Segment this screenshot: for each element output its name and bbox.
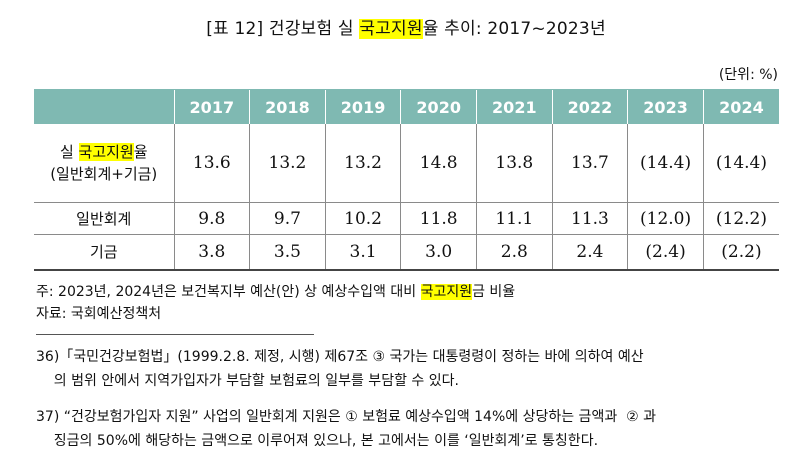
- table-cell: (14.4): [702, 124, 779, 203]
- row-label-prefix: 실: [59, 143, 79, 161]
- row-label: 기금: [34, 234, 174, 271]
- table-title-highlight: 국고지원: [359, 19, 423, 39]
- data-table: 2017 2018 2019 2020 2021 2022 2023 2024 …: [34, 89, 779, 271]
- table-cell: 3.8: [173, 234, 250, 271]
- row-label-suffix: 율: [133, 143, 148, 161]
- header-year: 2024: [702, 89, 779, 124]
- table-cell: 13.8: [476, 124, 553, 203]
- header-year: 2017: [173, 89, 250, 124]
- row-label-highlight: 국고지원: [78, 143, 134, 161]
- table-cell: 13.2: [324, 124, 401, 203]
- table-cell: 14.8: [400, 124, 477, 203]
- header-year: 2023: [627, 89, 704, 124]
- table-cell: 2.4: [551, 234, 628, 271]
- footnote-36: 36)「국민건강보험법」(1999.2.8. 제정, 시행) 제67조 ③ 국가…: [36, 345, 796, 393]
- table-cell: 13.6: [173, 124, 250, 203]
- table-row: 실 국고지원율 (일반회계+기금) 13.6 13.2 13.2 14.8 13…: [34, 124, 779, 203]
- footnote-line: 36)「국민건강보험법」(1999.2.8. 제정, 시행) 제67조 ③ 국가…: [36, 349, 644, 365]
- table-cell: (12.2): [702, 202, 779, 235]
- table-row: 기금 3.8 3.5 3.1 3.0 2.8 2.4 (2.4) (2.2): [34, 234, 779, 271]
- footnote-line: 의 범위 안에서 지역가입자가 부담할 보험료의 일부를 부담할 수 있다.: [36, 373, 459, 389]
- table-title-suffix: 율 추이: 2017~2023년: [422, 19, 606, 39]
- table-cell: 3.5: [249, 234, 326, 271]
- footnote-line: 37) “건강보험가입자 지원” 사업의 일반회계 지원은 ① 보험료 예상수입…: [36, 409, 656, 425]
- header-year: 2022: [551, 89, 628, 124]
- row-label: 실 국고지원율 (일반회계+기금): [34, 124, 174, 203]
- table-cell: (2.4): [627, 234, 704, 271]
- table-title: [표 12] 건강보험 실 국고지원율 추이: 2017~2023년: [0, 14, 812, 39]
- table-cell: (14.4): [627, 124, 704, 203]
- table-note-highlight: 국고지원: [420, 284, 473, 300]
- table-cell: 3.1: [324, 234, 401, 271]
- footnote-line: 징금의 50%에 해당하는 금액으로 이루어져 있으나, 본 고에서는 이를 ‘…: [36, 433, 599, 449]
- table-cell: 9.8: [173, 202, 250, 235]
- table-cell: 13.2: [249, 124, 326, 203]
- table-note-suffix: 금 비율: [472, 284, 516, 300]
- table-source: 자료: 국회예산정책처: [36, 306, 162, 322]
- footnote-37: 37) “건강보험가입자 지원” 사업의 일반회계 지원은 ① 보험료 예상수입…: [36, 405, 796, 453]
- table-title-prefix: [표 12] 건강보험 실: [206, 19, 360, 39]
- table-cell: (12.0): [627, 202, 704, 235]
- row-label: 일반회계: [34, 202, 174, 235]
- table-row: 일반회계 9.8 9.7 10.2 11.8 11.1 11.3 (12.0) …: [34, 202, 779, 235]
- table-cell: 11.8: [400, 202, 477, 235]
- table-cell: 10.2: [324, 202, 401, 235]
- table-cell: (2.2): [702, 234, 779, 271]
- table-cell: 3.0: [400, 234, 477, 271]
- table-cell: 11.1: [476, 202, 553, 235]
- footnote-divider: [36, 334, 314, 335]
- header-corner: [34, 89, 174, 124]
- table-cell: 11.3: [551, 202, 628, 235]
- header-year: 2021: [476, 89, 553, 124]
- header-year: 2020: [400, 89, 477, 124]
- table-note-prefix: 주: 2023년, 2024년은 보건복지부 예산(안) 상 예상수입액 대비: [36, 284, 421, 300]
- table-cell: 2.8: [476, 234, 553, 271]
- table-cell: 9.7: [249, 202, 326, 235]
- row-label-subtitle: (일반회계+기금): [50, 165, 158, 183]
- header-year: 2018: [249, 89, 326, 124]
- header-year: 2019: [324, 89, 401, 124]
- table-note: 주: 2023년, 2024년은 보건복지부 예산(안) 상 예상수입액 대비 …: [36, 281, 515, 301]
- header-row: 2017 2018 2019 2020 2021 2022 2023 2024: [34, 89, 779, 124]
- table-cell: 13.7: [551, 124, 628, 203]
- unit-label: (단위: %): [718, 67, 778, 83]
